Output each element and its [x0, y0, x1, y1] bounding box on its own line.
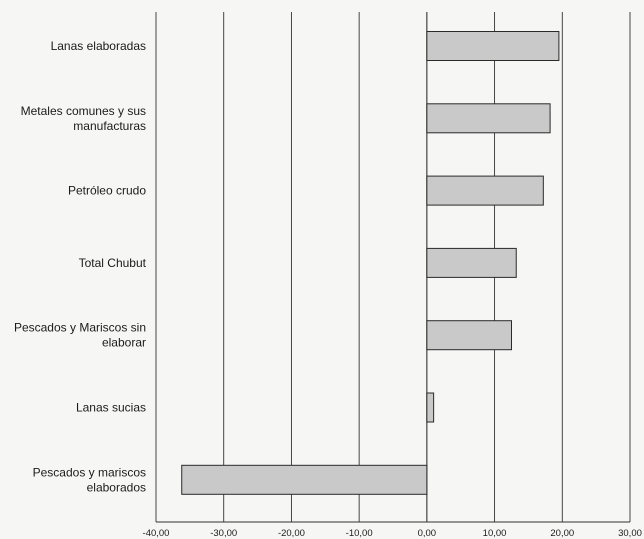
x-tick-label: -20,00 [278, 528, 305, 539]
category-label: Metales comunes y sus manufacturas [21, 104, 146, 133]
x-tick-label: 30,00 [618, 528, 642, 539]
x-tick-label: 0,00 [418, 528, 437, 539]
x-tick-labels: -40,00 -30,00 -20,00 -10,00 0,00 10,00 20,00 30… [143, 528, 642, 539]
bar [181, 464, 428, 495]
bars [181, 31, 560, 495]
x-tick-label: -10,00 [346, 528, 373, 539]
bar [426, 320, 513, 351]
x-tick-label: 10,00 [483, 528, 507, 539]
x-tick-label: 20,00 [550, 528, 574, 539]
gridlines [155, 12, 631, 523]
x-tick-label: -40,00 [143, 528, 170, 539]
category-labels: Lanas elaboradas Metales comunes y sus man… [14, 39, 147, 494]
x-tick-label: -30,00 [210, 528, 237, 539]
category-label: Lanas elaboradas [51, 39, 146, 53]
bar [426, 175, 544, 206]
bar [426, 392, 435, 423]
bar [426, 31, 560, 61]
category-label: Pescados y Mariscos sin elaborar [14, 321, 146, 350]
bar [426, 247, 517, 278]
category-label: Total Chubut [79, 256, 147, 270]
category-label: Lanas sucias [76, 401, 146, 415]
category-label: Pescados y mariscos elaborados [33, 465, 146, 494]
bar [426, 103, 551, 134]
category-label: Petróleo crudo [68, 184, 146, 198]
